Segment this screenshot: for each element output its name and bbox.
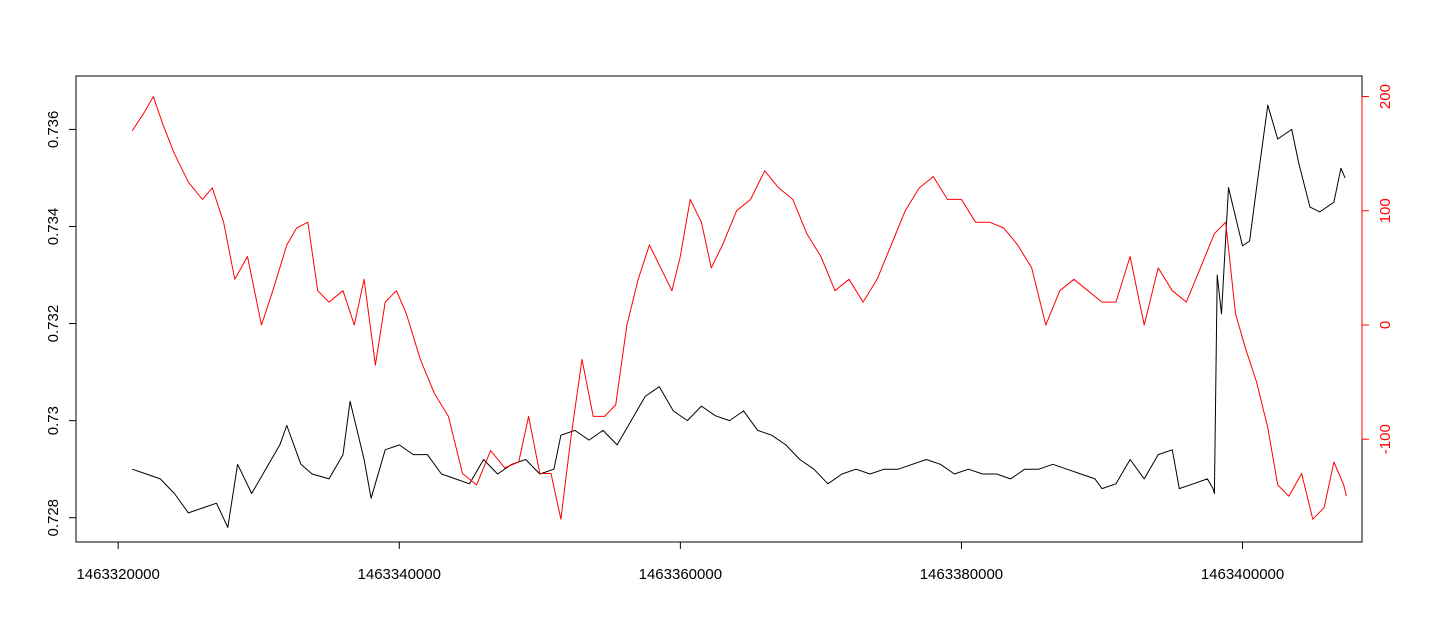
right-tick-label: 200 xyxy=(1377,84,1394,109)
bottom-tick-label: 1463320000 xyxy=(76,566,159,583)
left-tick-label: 0.734 xyxy=(45,208,62,246)
left-tick-label: 0.73 xyxy=(45,406,62,435)
bottom-tick-label: 1463380000 xyxy=(920,566,1003,583)
bottom-tick-label: 1463340000 xyxy=(358,566,441,583)
series-line-red xyxy=(131,96,1347,520)
plot-area-frame xyxy=(75,75,1363,543)
left-y-axis: 0.728 0.73 0.732 0.734 0.736 xyxy=(45,111,77,537)
bottom-x-axis: 1463320000 1463340000 1463360000 1463380000… xyxy=(76,541,1284,583)
right-tick-label: 100 xyxy=(1377,198,1394,223)
left-tick-label: 0.728 xyxy=(45,499,62,537)
bottom-tick-label: 1463400000 xyxy=(1201,566,1284,583)
right-tick-label: -100 xyxy=(1377,424,1394,454)
bottom-tick-label: 1463360000 xyxy=(639,566,722,583)
series-line-black xyxy=(132,104,1346,528)
right-tick-label: 0 xyxy=(1377,321,1394,329)
right-y-axis: -100 0 100 200 xyxy=(1361,84,1394,454)
left-tick-label: 0.732 xyxy=(45,305,62,343)
left-tick-label: 0.736 xyxy=(45,111,62,149)
